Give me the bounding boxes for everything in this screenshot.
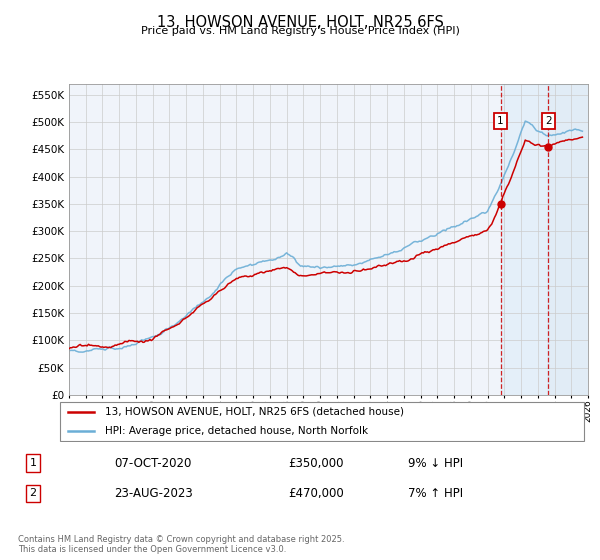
Text: £350,000: £350,000	[288, 457, 343, 470]
Text: 2: 2	[545, 116, 551, 127]
Text: 9% ↓ HPI: 9% ↓ HPI	[408, 457, 463, 470]
Text: 13, HOWSON AVENUE, HOLT, NR25 6FS (detached house): 13, HOWSON AVENUE, HOLT, NR25 6FS (detac…	[105, 407, 404, 417]
Text: 1: 1	[29, 458, 37, 468]
Text: Price paid vs. HM Land Registry's House Price Index (HPI): Price paid vs. HM Land Registry's House …	[140, 26, 460, 36]
FancyBboxPatch shape	[59, 402, 584, 441]
Bar	[500, 84, 548, 395]
Text: £470,000: £470,000	[288, 487, 344, 500]
Text: 07-OCT-2020: 07-OCT-2020	[114, 457, 191, 470]
Text: 23-AUG-2023: 23-AUG-2023	[114, 487, 193, 500]
Text: Contains HM Land Registry data © Crown copyright and database right 2025.
This d: Contains HM Land Registry data © Crown c…	[18, 535, 344, 554]
Text: 13, HOWSON AVENUE, HOLT, NR25 6FS: 13, HOWSON AVENUE, HOLT, NR25 6FS	[157, 15, 443, 30]
Text: 7% ↑ HPI: 7% ↑ HPI	[408, 487, 463, 500]
Text: 2: 2	[29, 488, 37, 498]
Bar	[548, 84, 596, 395]
Text: HPI: Average price, detached house, North Norfolk: HPI: Average price, detached house, Nort…	[105, 426, 368, 436]
Text: 1: 1	[497, 116, 504, 127]
